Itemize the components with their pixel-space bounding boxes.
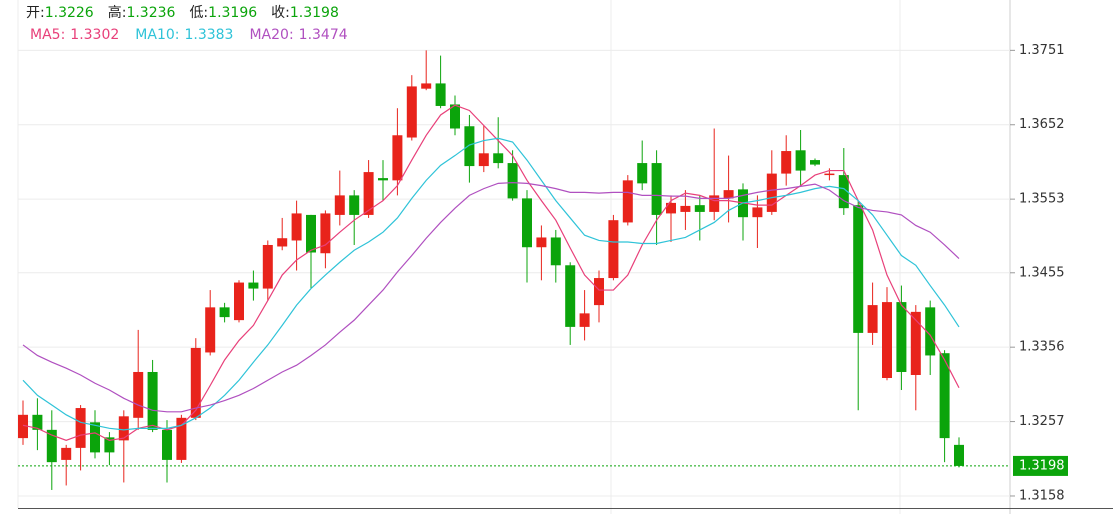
ohlc-legend-value: 1.3198 bbox=[290, 5, 339, 21]
ma-legend-value: 1.3302 bbox=[70, 27, 119, 43]
ma-legend-label: MA20: bbox=[249, 27, 293, 43]
candle-body bbox=[565, 265, 576, 327]
candle-body bbox=[478, 153, 489, 167]
ohlc-legend-label: 低: bbox=[189, 5, 208, 21]
candle-body bbox=[838, 175, 849, 209]
candle-body bbox=[349, 195, 360, 215]
candle-body bbox=[752, 207, 763, 218]
candle-body bbox=[781, 151, 792, 174]
candle-body bbox=[46, 429, 57, 463]
candle-body bbox=[90, 422, 100, 453]
candle-body bbox=[896, 302, 907, 372]
candle-body bbox=[867, 305, 878, 333]
candle-body bbox=[723, 190, 734, 199]
candle-body bbox=[464, 126, 475, 167]
candle-body bbox=[104, 437, 115, 453]
y-tick-label: 1.3158 bbox=[1019, 488, 1065, 503]
y-tick-label: 1.3356 bbox=[1019, 340, 1065, 355]
candle-body bbox=[810, 160, 820, 165]
candle-body bbox=[709, 195, 720, 212]
last-price-label: 1.3198 bbox=[1019, 458, 1065, 473]
ma-legend-label: MA10: bbox=[135, 27, 179, 43]
candle-body bbox=[147, 371, 158, 430]
y-tick-label: 1.3257 bbox=[1019, 414, 1065, 429]
last-price-box bbox=[1013, 455, 1068, 476]
candle-body bbox=[306, 214, 316, 253]
candle-body bbox=[666, 202, 676, 214]
candle-body bbox=[291, 213, 302, 241]
ohlc-legend-label: 收: bbox=[271, 5, 290, 21]
candle-body bbox=[622, 180, 633, 223]
ma-legend-value: 1.3474 bbox=[299, 27, 348, 43]
candle-body bbox=[766, 173, 777, 212]
ohlc-legend-value: 1.3226 bbox=[45, 5, 94, 21]
candle-body bbox=[234, 282, 244, 321]
y-tick-label: 1.3455 bbox=[1019, 265, 1065, 280]
y-tick-label: 1.3751 bbox=[1019, 43, 1065, 58]
candle-body bbox=[262, 244, 273, 289]
candle-body bbox=[939, 353, 950, 439]
candle-body bbox=[162, 429, 172, 460]
candle-body bbox=[406, 86, 417, 138]
candle-body bbox=[925, 307, 936, 356]
candle-body bbox=[378, 178, 388, 181]
candle-body bbox=[421, 83, 432, 89]
y-tick-label: 1.3652 bbox=[1019, 117, 1065, 132]
ohlc-legend-label: 开: bbox=[26, 5, 45, 21]
candle-body bbox=[493, 153, 504, 164]
candle-body bbox=[651, 163, 662, 215]
candle-body bbox=[536, 237, 547, 248]
candle-body bbox=[608, 220, 619, 279]
candle-body bbox=[522, 198, 532, 248]
candle-body bbox=[853, 205, 864, 333]
candle-body bbox=[61, 447, 72, 460]
candle-body bbox=[363, 172, 374, 215]
candle-body bbox=[133, 371, 144, 418]
ohlc-legend-label: 高: bbox=[108, 4, 127, 21]
candle-body bbox=[954, 444, 964, 466]
candle-body bbox=[882, 302, 892, 378]
candle-body bbox=[392, 135, 403, 181]
candle-body bbox=[248, 282, 259, 289]
candle-body bbox=[219, 307, 230, 318]
candle-body bbox=[32, 414, 43, 430]
ma-line bbox=[22, 137, 960, 431]
candle-body bbox=[320, 213, 331, 254]
candle-body bbox=[435, 83, 446, 106]
candle-body bbox=[75, 408, 86, 448]
candle-body bbox=[507, 163, 518, 199]
candle-body bbox=[334, 195, 345, 215]
y-tick-label: 1.3553 bbox=[1019, 192, 1065, 207]
candle-body bbox=[450, 104, 460, 129]
candle-body bbox=[550, 237, 561, 266]
ma-legend-label: MA5: bbox=[30, 27, 65, 43]
candle-body bbox=[579, 313, 590, 327]
candle-body bbox=[205, 307, 216, 353]
candle-body bbox=[277, 238, 288, 247]
ma-line bbox=[22, 182, 960, 413]
candle-body bbox=[18, 414, 28, 439]
ohlc-legend-value: 1.3236 bbox=[126, 5, 175, 21]
candle-body bbox=[694, 205, 705, 212]
candle-body bbox=[824, 173, 835, 176]
candle-body bbox=[118, 416, 129, 441]
candle-body bbox=[176, 417, 187, 460]
candle-body bbox=[190, 347, 201, 418]
candle-body bbox=[795, 150, 806, 171]
candle-body bbox=[910, 311, 921, 375]
ohlc-legend-value: 1.3196 bbox=[208, 5, 257, 21]
ma-legend-value: 1.3383 bbox=[184, 27, 233, 43]
candle-body bbox=[594, 278, 604, 306]
candle-body bbox=[680, 205, 691, 212]
candle-body bbox=[637, 163, 648, 184]
